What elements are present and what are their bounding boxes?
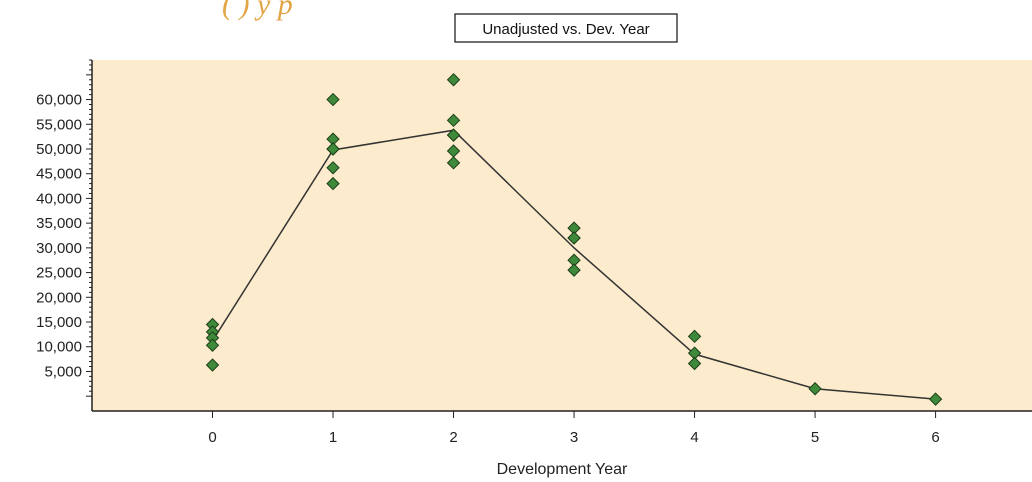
data-point	[446, 113, 461, 128]
y-axis-ticks: 5,000 10,000 15,000 20,000 25,000 30,000 35,00…	[36, 59, 92, 397]
x-tick-label: 4	[690, 429, 698, 446]
y-tick-label: 10,000	[36, 339, 82, 356]
data-point	[567, 263, 581, 277]
data-point	[687, 329, 702, 344]
chart-title: Unadjusted vs. Dev. Year	[482, 21, 649, 38]
y-tick-label: 25,000	[36, 265, 82, 282]
x-tick-label: 6	[931, 429, 939, 446]
data-point	[928, 392, 943, 406]
header-text-fragment: ( ) y p	[222, 0, 293, 21]
data-point	[326, 176, 340, 191]
x-tick-label: 5	[811, 429, 819, 446]
data-point	[567, 231, 581, 245]
x-tick-label: 1	[329, 429, 337, 446]
data-points	[205, 73, 943, 406]
y-tick-label: 35,000	[36, 215, 82, 232]
data-point	[326, 142, 340, 156]
y-tick-label: 30,000	[36, 240, 82, 257]
data-point	[205, 338, 220, 352]
data-point	[687, 356, 702, 371]
y-tick-label: 60,000	[36, 92, 82, 109]
data-point	[326, 92, 340, 107]
data-point	[808, 382, 822, 396]
y-tick-label: 15,000	[36, 314, 82, 331]
x-axis-title: Development Year	[497, 461, 628, 478]
x-axis-ticks: 0 1 2 3 4 5 6	[208, 411, 940, 446]
data-point	[446, 73, 461, 87]
y-tick-label: 5,000	[44, 363, 82, 380]
chart-title-box	[454, 13, 678, 43]
x-tick-label: 0	[208, 429, 216, 446]
data-point	[446, 128, 461, 142]
data-point	[446, 156, 461, 170]
x-tick-label: 2	[449, 429, 457, 446]
y-tick-label: 20,000	[36, 289, 82, 306]
y-tick-label: 50,000	[36, 141, 82, 158]
x-tick-label: 3	[570, 429, 578, 446]
y-tick-label: 55,000	[36, 116, 82, 133]
data-point	[205, 358, 220, 372]
data-point	[326, 161, 340, 175]
y-tick-label: 40,000	[36, 190, 82, 207]
y-tick-label: 45,000	[36, 166, 82, 183]
